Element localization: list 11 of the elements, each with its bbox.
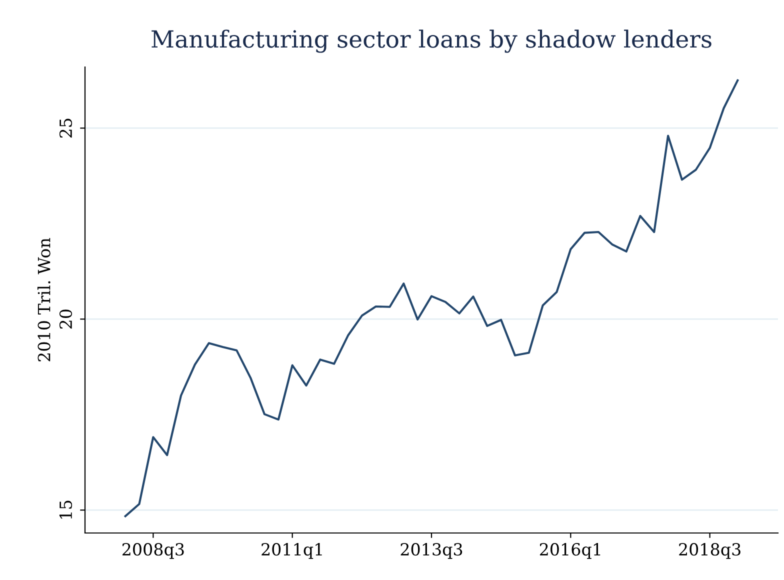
x-tick-label: 2018q3: [679, 543, 740, 559]
x-tick-label: 2016q1: [540, 543, 600, 559]
y-tick-label: 25: [59, 118, 72, 138]
chart-title: Manufacturing sector loans by shadow lenders: [152, 30, 712, 53]
line-series: [124, 79, 739, 518]
x-tick-label: 2011q1: [262, 543, 322, 559]
x-tick-label: 2013q3: [400, 543, 462, 559]
y-tick-label: 15: [59, 500, 72, 519]
y-tick-label: 20: [59, 310, 72, 329]
y-axis-title: 2010 Tril. Won: [37, 238, 50, 362]
x-tick-label: 2008q3: [122, 543, 184, 559]
